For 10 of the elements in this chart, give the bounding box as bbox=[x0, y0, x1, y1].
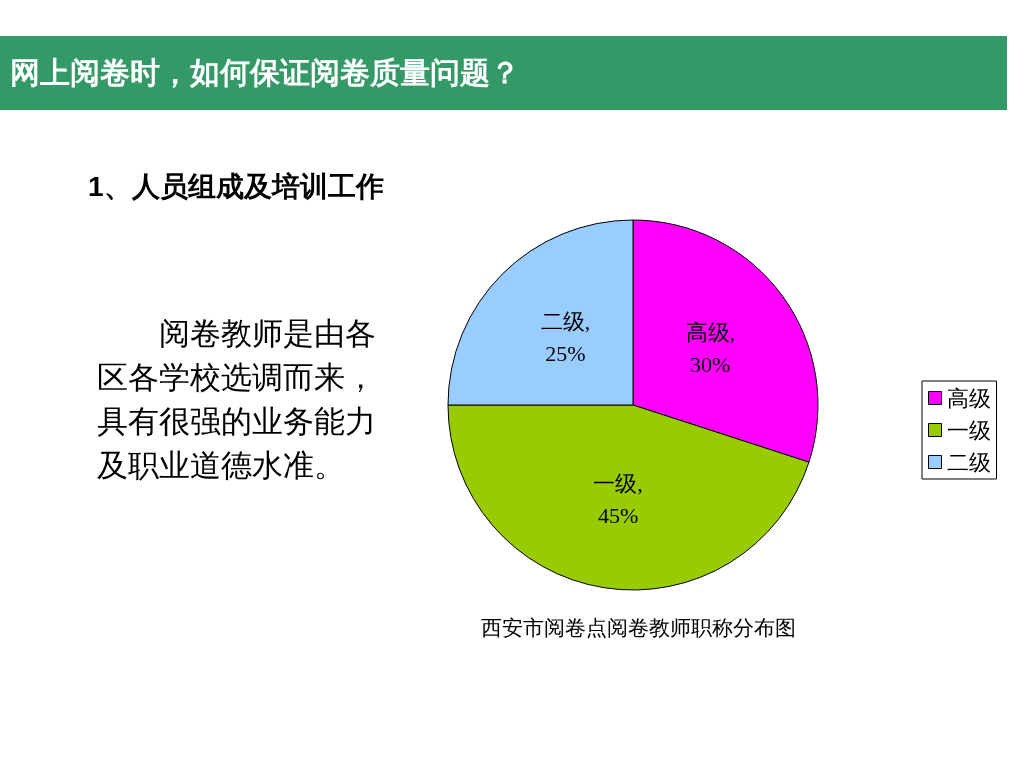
legend-label: 高级 bbox=[946, 385, 991, 411]
data-label: 二级, 25% bbox=[540, 308, 591, 366]
legend-label: 一级 bbox=[946, 417, 991, 443]
text: 阅卷教师是由各区各学校选调而来，具有很强的业务能力及职业道德水准。 bbox=[97, 315, 377, 485]
text: 西安市阅卷点阅卷教师职称分布图 bbox=[480, 615, 796, 640]
legend-label: 二级 bbox=[946, 449, 991, 475]
data-label: 高级, 30% bbox=[685, 320, 736, 378]
chart-subtitle: 1、人员组成及培训工作 bbox=[88, 170, 384, 204]
data-label: 一级, 45% bbox=[593, 470, 643, 528]
chart-title: 网上阅卷时，如何保证阅卷质量问题？ bbox=[0, 36, 1007, 110]
